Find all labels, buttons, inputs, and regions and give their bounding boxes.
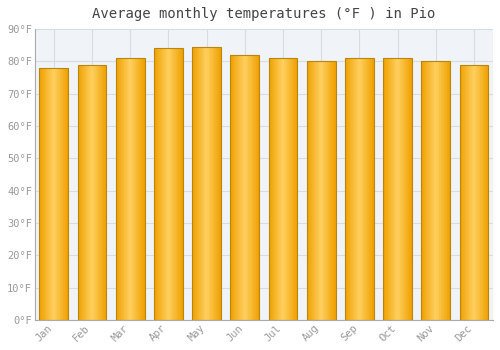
Bar <box>422 61 450 320</box>
Bar <box>116 58 144 320</box>
Bar <box>154 48 182 320</box>
Bar <box>192 47 221 320</box>
Bar <box>40 68 68 320</box>
Bar <box>307 61 336 320</box>
Bar <box>268 58 298 320</box>
Bar <box>78 65 106 320</box>
Bar <box>230 55 259 320</box>
Bar <box>460 65 488 320</box>
Bar <box>345 58 374 320</box>
Bar <box>383 58 412 320</box>
Title: Average monthly temperatures (°F ) in Pio: Average monthly temperatures (°F ) in Pi… <box>92 7 436 21</box>
